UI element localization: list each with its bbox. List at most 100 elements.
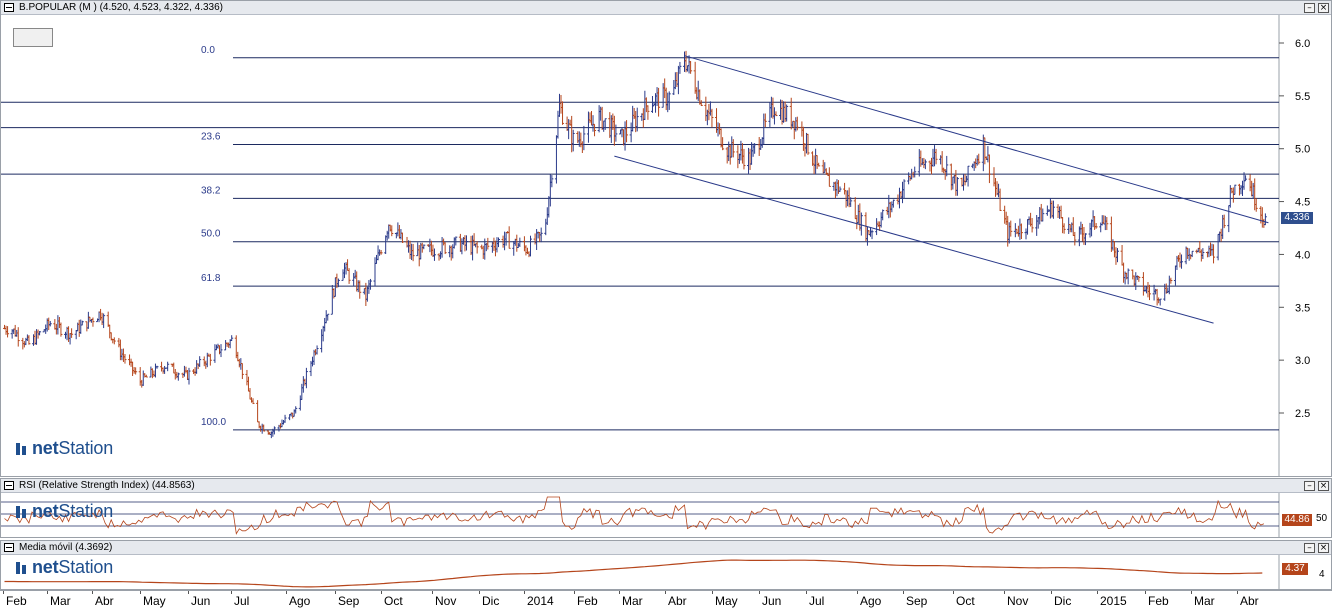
netstation-logo-icon xyxy=(16,443,30,455)
trend-channel-line xyxy=(684,55,1269,224)
time-axis-label: Ago xyxy=(860,594,882,608)
time-axis-label: Abr xyxy=(1240,594,1259,608)
time-axis-label: Feb xyxy=(577,594,598,608)
close-button[interactable]: × xyxy=(1318,3,1329,13)
time-axis-label: Mar xyxy=(50,594,71,608)
time-axis-tick xyxy=(231,591,232,594)
netstation-logo: netStation xyxy=(16,557,113,578)
time-axis-tick xyxy=(1097,591,1098,594)
rsi-minimize-button[interactable]: – xyxy=(1304,481,1315,491)
time-axis-label: Jun xyxy=(191,594,211,608)
time-axis-label: Ago xyxy=(289,594,311,608)
price-axis-label: 4.0 xyxy=(1295,249,1310,261)
rsi-level-label: 50 xyxy=(1316,513,1328,524)
drawing-toolbox-button[interactable] xyxy=(13,28,53,47)
fibonacci-label: 23.6 xyxy=(201,131,221,142)
ma-panel-title: Media móvil (4.3692) xyxy=(19,542,113,553)
price-axis-label: 5.5 xyxy=(1295,91,1310,103)
netstation-logo-icon xyxy=(16,562,30,574)
time-axis-label: Mar xyxy=(1194,594,1215,608)
time-axis-tick xyxy=(47,591,48,594)
time-axis-tick xyxy=(953,591,954,594)
time-axis-tick xyxy=(188,591,189,594)
rsi-chart[interactable] xyxy=(1,493,1331,537)
time-axis-tick xyxy=(619,591,620,594)
time-axis-tick xyxy=(1145,591,1146,594)
rsi-value-tag: 44.86 xyxy=(1282,514,1312,526)
time-axis-label: May xyxy=(715,594,738,608)
time-axis-tick xyxy=(479,591,480,594)
time-axis-tick xyxy=(92,591,93,594)
netstation-logo: netStation xyxy=(16,438,113,459)
fibonacci-label: 38.2 xyxy=(201,185,221,196)
moving-average-chart[interactable] xyxy=(1,555,1331,589)
time-axis-tick xyxy=(1051,591,1052,594)
rsi-close-button[interactable]: × xyxy=(1318,481,1329,491)
minimize-button[interactable]: – xyxy=(1304,3,1315,13)
ma-minimize-button[interactable]: – xyxy=(1304,543,1315,553)
fibonacci-label: 100.0 xyxy=(201,417,226,428)
time-axis-tick xyxy=(140,591,141,594)
time-axis-label: Nov xyxy=(435,594,457,608)
time-axis-label: Jul xyxy=(234,594,250,608)
fibonacci-label: 61.8 xyxy=(201,273,221,284)
price-axis-label: 6.0 xyxy=(1295,38,1310,50)
price-panel-titlebar[interactable]: B.POPULAR (M ) (4.520, 4.523, 4.322, 4.3… xyxy=(1,1,1331,15)
price-axis-label: 3.0 xyxy=(1295,355,1310,367)
price-axis-label: 2.5 xyxy=(1295,408,1310,420)
moving-average-line xyxy=(4,559,1263,588)
rsi-panel: RSI (Relative Strength Index) (44.8563) … xyxy=(0,478,1332,538)
time-axis-label: May xyxy=(143,594,166,608)
time-axis-tick xyxy=(524,591,525,594)
time-axis-tick xyxy=(335,591,336,594)
time-axis-label: Jun xyxy=(762,594,782,608)
rsi-line xyxy=(4,496,1265,535)
time-axis-label: Mar xyxy=(622,594,643,608)
netstation-logo: netStation xyxy=(16,501,113,522)
time-axis-tick xyxy=(574,591,575,594)
netstation-logo-icon xyxy=(16,506,30,518)
fibonacci-label: 0.0 xyxy=(201,45,215,56)
time-axis-label: Sep xyxy=(338,594,360,608)
time-axis-tick xyxy=(1004,591,1005,594)
time-axis-tick xyxy=(432,591,433,594)
rsi-panel-titlebar[interactable]: RSI (Relative Strength Index) (44.8563) … xyxy=(1,479,1331,493)
ma-value-tag: 4.37 xyxy=(1282,563,1308,575)
price-chart[interactable]: 6.0 5.5 5.0 4.5 4.0 3.5 3.0 2.5 0.0 23.6 38.2 50.0 6… xyxy=(1,15,1331,476)
time-axis-tick xyxy=(1191,591,1192,594)
time-axis-tick xyxy=(857,591,858,594)
price-panel: B.POPULAR (M ) (4.520, 4.523, 4.322, 4.3… xyxy=(0,0,1332,477)
time-axis-label: Abr xyxy=(95,594,114,608)
window-icon xyxy=(4,3,14,12)
trend-channel-line xyxy=(614,155,1214,324)
price-axis-label: 5.0 xyxy=(1295,144,1310,156)
price-panel-title: B.POPULAR (M ) (4.520, 4.523, 4.322, 4.3… xyxy=(19,2,223,13)
fibonacci-label: 50.0 xyxy=(201,229,221,240)
price-axis-label: 3.5 xyxy=(1295,302,1310,314)
time-axis-label: Dic xyxy=(1054,594,1072,608)
time-axis-label: Feb xyxy=(6,594,27,608)
moving-average-panel: Media móvil (4.3692) – × netStation 4.37… xyxy=(0,540,1332,590)
time-axis-tick xyxy=(286,591,287,594)
ma-level-label: 4 xyxy=(1319,569,1325,580)
time-axis-label: Dic xyxy=(482,594,500,608)
ma-close-button[interactable]: × xyxy=(1318,543,1329,553)
time-axis-tick xyxy=(3,591,4,594)
time-axis-tick xyxy=(903,591,904,594)
time-axis-tick xyxy=(759,591,760,594)
ma-panel-titlebar[interactable]: Media móvil (4.3692) – × xyxy=(1,541,1331,555)
time-axis-label: Abr xyxy=(668,594,687,608)
time-axis-label: Sep xyxy=(906,594,928,608)
time-axis-tick xyxy=(806,591,807,594)
time-axis-label: Oct xyxy=(956,594,975,608)
window-icon xyxy=(4,481,14,490)
time-axis-label: Oct xyxy=(384,594,403,608)
time-axis-label: 2014 xyxy=(527,594,554,608)
rsi-panel-title: RSI (Relative Strength Index) (44.8563) xyxy=(19,480,195,491)
time-axis-label: Jul xyxy=(809,594,825,608)
time-axis-tick xyxy=(381,591,382,594)
price-axis-label: 4.5 xyxy=(1295,197,1310,209)
last-price-tag: 4.336 xyxy=(1281,212,1313,224)
time-axis-label: 2015 xyxy=(1100,594,1127,608)
time-axis-tick xyxy=(712,591,713,594)
